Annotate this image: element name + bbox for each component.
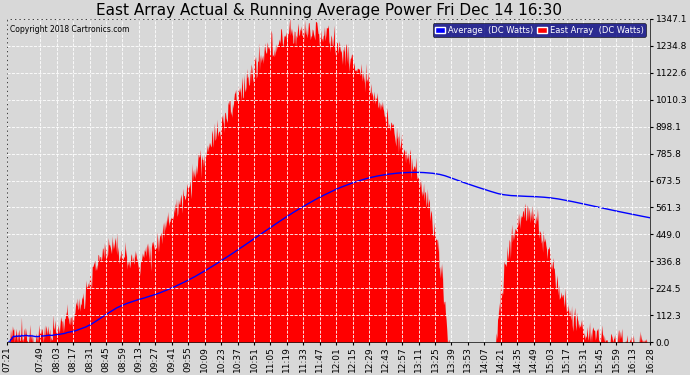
Legend: Average  (DC Watts), East Array  (DC Watts): Average (DC Watts), East Array (DC Watts… xyxy=(433,23,646,37)
Title: East Array Actual & Running Average Power Fri Dec 14 16:30: East Array Actual & Running Average Powe… xyxy=(96,3,562,18)
Text: Copyright 2018 Cartronics.com: Copyright 2018 Cartronics.com xyxy=(10,26,130,34)
